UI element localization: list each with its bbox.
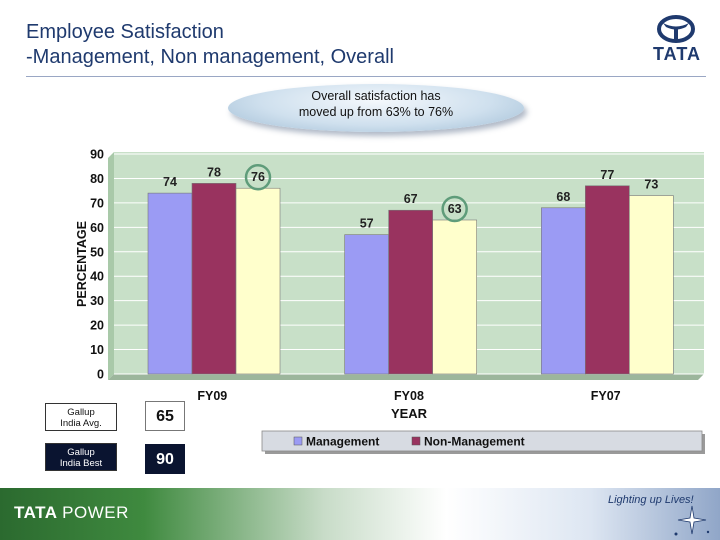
gallup-avg-label-line-2: India Avg. bbox=[60, 418, 102, 429]
highlight-ring bbox=[244, 163, 272, 191]
x-tick-label: FY08 bbox=[394, 389, 424, 403]
gallup-avg-label: Gallup India Avg. bbox=[45, 403, 117, 431]
plot-side-wall bbox=[108, 152, 114, 380]
bar-data-label: 73 bbox=[644, 178, 658, 192]
bar-data-label: 77 bbox=[600, 168, 614, 182]
legend-label: Management bbox=[306, 435, 379, 449]
sparkle-icon bbox=[674, 505, 710, 536]
title-line-2: -Management, Non management, Overall bbox=[26, 46, 394, 68]
y-tick-label: 0 bbox=[97, 368, 104, 382]
tata-logo: TATA bbox=[646, 14, 706, 66]
footer-tagline: Lighting up Lives! bbox=[608, 494, 694, 506]
y-tick-label: 40 bbox=[90, 270, 104, 284]
y-axis-label: PERCENTAGE bbox=[75, 221, 89, 307]
legend-swatch bbox=[293, 436, 303, 446]
bar bbox=[432, 219, 477, 375]
gallup-best-label: Gallup India Best bbox=[45, 443, 117, 471]
footer-brand-thin: POWER bbox=[62, 503, 129, 522]
bar-data-label: 57 bbox=[360, 217, 374, 231]
footer-brand: TATA POWER bbox=[14, 503, 129, 523]
bar-data-label: 67 bbox=[404, 192, 418, 206]
bar-data-label: 74 bbox=[163, 175, 177, 189]
y-tick-label: 50 bbox=[90, 245, 104, 259]
bar-data-label: 68 bbox=[556, 190, 570, 204]
callout-line-2: moved up from 63% to 76% bbox=[298, 105, 454, 119]
y-tick-label: 90 bbox=[90, 148, 104, 162]
x-tick-label: FY09 bbox=[197, 389, 227, 403]
gallup-avg-label-line-1: Gallup bbox=[67, 407, 95, 418]
callout-bubble bbox=[228, 84, 524, 132]
gallup-best-label-line-2: India Best bbox=[59, 458, 103, 469]
bar bbox=[235, 187, 281, 375]
bar bbox=[585, 185, 630, 375]
bar bbox=[541, 207, 586, 375]
y-tick-label: 30 bbox=[90, 294, 104, 308]
y-tick-label: 10 bbox=[90, 343, 104, 357]
bar bbox=[344, 234, 389, 375]
title-line-1: Employee Satisfaction bbox=[26, 21, 224, 43]
legend-swatch bbox=[411, 436, 421, 446]
bar-data-label: 63 bbox=[448, 202, 462, 216]
y-tick-label: 80 bbox=[90, 172, 104, 186]
tata-logo-text: TATA bbox=[653, 44, 701, 64]
y-tick-label: 60 bbox=[90, 221, 104, 235]
gallup-best-value: 90 bbox=[145, 444, 185, 474]
bar-data-label: 76 bbox=[251, 170, 265, 184]
legend-box bbox=[261, 430, 703, 452]
plot-floor bbox=[108, 374, 704, 380]
page-title: Employee Satisfaction -Management, Non m… bbox=[26, 20, 586, 70]
gallup-best-label-line-1: Gallup bbox=[67, 447, 95, 458]
x-tick-label: FY07 bbox=[591, 389, 621, 403]
footer-band bbox=[0, 488, 720, 540]
highlight-ring bbox=[441, 195, 468, 223]
title-divider bbox=[26, 76, 706, 77]
y-tick-label: 20 bbox=[90, 319, 104, 333]
footer-brand-bold: TATA bbox=[14, 503, 57, 522]
legend-label: Non-Management bbox=[424, 435, 525, 449]
bar-data-label: 78 bbox=[207, 165, 221, 179]
x-axis-label: YEAR bbox=[391, 406, 428, 421]
callout-text: Overall satisfaction has moved up from 6… bbox=[240, 88, 512, 120]
y-tick-label: 70 bbox=[90, 196, 104, 210]
callout-line-1: Overall satisfaction has bbox=[311, 89, 441, 103]
bar bbox=[388, 209, 433, 375]
bar bbox=[629, 195, 674, 375]
tata-emblem-icon bbox=[657, 15, 695, 43]
bar bbox=[147, 192, 193, 375]
gallup-avg-value: 65 bbox=[145, 401, 185, 431]
bar bbox=[191, 183, 237, 375]
